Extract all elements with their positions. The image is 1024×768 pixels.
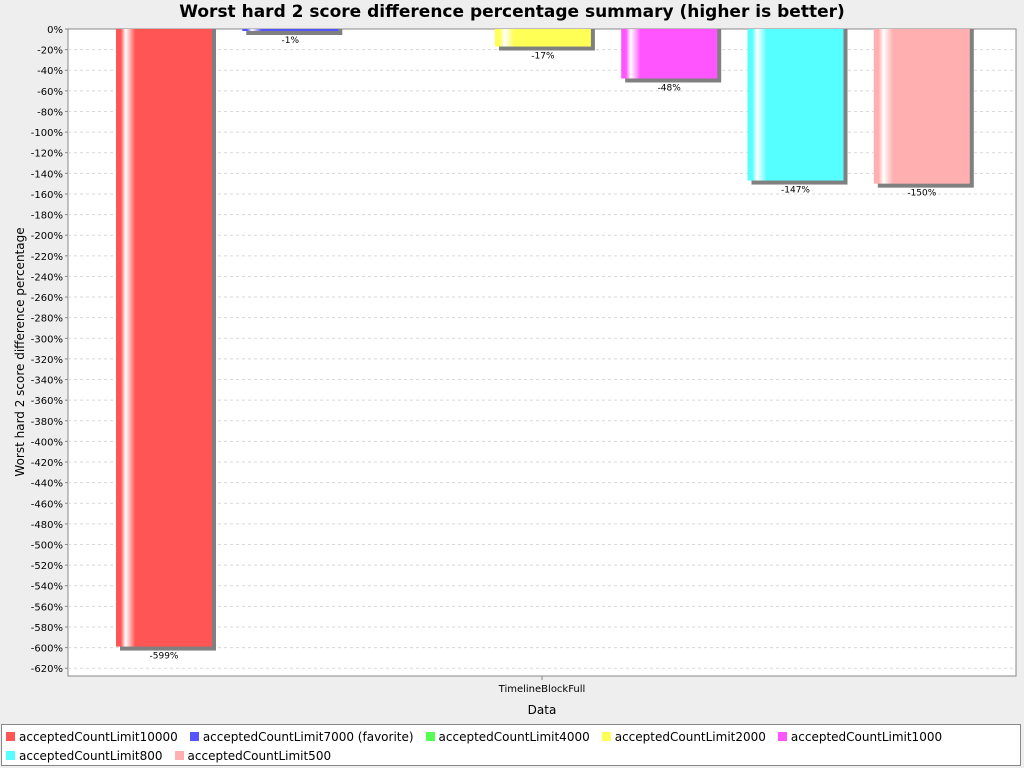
legend-swatch [425,732,435,741]
y-axis-label: Worst hard 2 score difference percentage [13,227,27,476]
grid-lines [68,49,1016,669]
y-tick-label: -340% [31,376,63,387]
bar-acceptedCountLimit10000 [116,29,212,647]
legend: acceptedCountLimit10000 acceptedCountLimi… [1,724,1021,766]
bar-acceptedCountLimit2000 [494,29,591,47]
y-tick-label: -580% [31,623,63,634]
y-tick-label: -20% [37,46,63,57]
y-tick-label: -300% [31,334,63,345]
y-tick-label: -620% [31,664,63,675]
data-label: -48% [658,83,682,93]
y-tick-label: -420% [31,458,63,469]
y-tick-label: -440% [31,479,63,490]
bars [116,29,974,651]
bar-acceptedCountLimit1000 [621,29,718,79]
chart-title: Worst hard 2 score difference percentage… [179,2,845,22]
data-label: -599% [150,652,179,662]
y-tick-label: -180% [31,211,63,222]
legend-label: acceptedCountLimit10000 [19,729,178,744]
x-tick-label: TimelineBlockFull [498,684,586,695]
data-label: -1% [282,36,300,46]
legend-item: acceptedCountLimit2000 [600,727,766,746]
legend-swatch [777,732,787,741]
legend-item: acceptedCountLimit4000 [424,727,590,746]
y-tick-label: -80% [37,107,63,118]
bar-acceptedCountLimit800 [747,29,844,181]
y-tick-label: -260% [31,293,63,304]
legend-swatch [174,751,184,760]
plot-area [67,28,1017,677]
y-tick-label: -540% [31,582,63,593]
legend-label: acceptedCountLimit4000 [438,729,590,744]
y-tick-label: -160% [31,190,63,201]
legend-label: acceptedCountLimit800 [19,748,163,763]
legend-item: acceptedCountLimit800 [4,746,163,765]
y-axis-ticks: 0% -20% -40% -60% -80% -100% -120% -140% -160% -1… [31,25,68,675]
legend-label: acceptedCountLimit2000 [614,729,766,744]
bar-acceptedCountLimit500 [873,29,970,184]
legend-swatch [6,751,15,760]
chart-plot: 0% -20% -40% -60% -80% -100% -120% -140% -160% -1… [13,25,1017,717]
bar-acceptedCountLimit7000 [242,29,339,31]
y-tick-label: -240% [31,272,63,283]
y-tick-label: -280% [31,314,63,325]
y-tick-label: -40% [37,66,63,77]
y-tick-label: -120% [31,149,63,160]
y-tick-label: -320% [31,355,63,366]
y-tick-label: 0% [47,25,63,36]
bar-shadow [246,29,343,35]
data-label: -17% [531,52,555,62]
legend-item: acceptedCountLimit500 [173,746,332,765]
y-tick-label: -60% [37,87,63,98]
y-tick-label: -140% [31,169,63,180]
y-tick-label: -200% [31,231,63,242]
y-tick-label: -400% [31,437,63,448]
legend-swatch [6,732,15,741]
y-tick-label: -220% [31,252,63,263]
legend-item: acceptedCountLimit7000 (favorite) [188,727,414,746]
legend-label: acceptedCountLimit500 [187,748,332,763]
legend-label: acceptedCountLimit7000 (favorite) [202,729,414,744]
y-tick-label: -600% [31,644,63,655]
legend-item: acceptedCountLimit1000 [776,727,942,746]
y-tick-label: -480% [31,520,63,531]
x-axis-label: Data [528,703,557,717]
y-tick-label: -500% [31,541,63,552]
y-tick-label: -360% [31,396,63,407]
legend-item: acceptedCountLimit10000 [4,727,178,746]
y-tick-label: -460% [31,499,63,510]
data-label: -150% [907,189,936,199]
legend-label: acceptedCountLimit1000 [790,729,943,744]
y-tick-label: -380% [31,417,63,428]
legend-swatch [189,732,199,741]
y-tick-label: -520% [31,561,63,572]
y-tick-label: -560% [31,602,63,613]
data-labels: -599% -1% -17% -48% -147% -150% [150,36,937,662]
data-label: -147% [781,186,810,196]
y-tick-label: -100% [31,128,63,139]
legend-swatch [601,732,611,741]
